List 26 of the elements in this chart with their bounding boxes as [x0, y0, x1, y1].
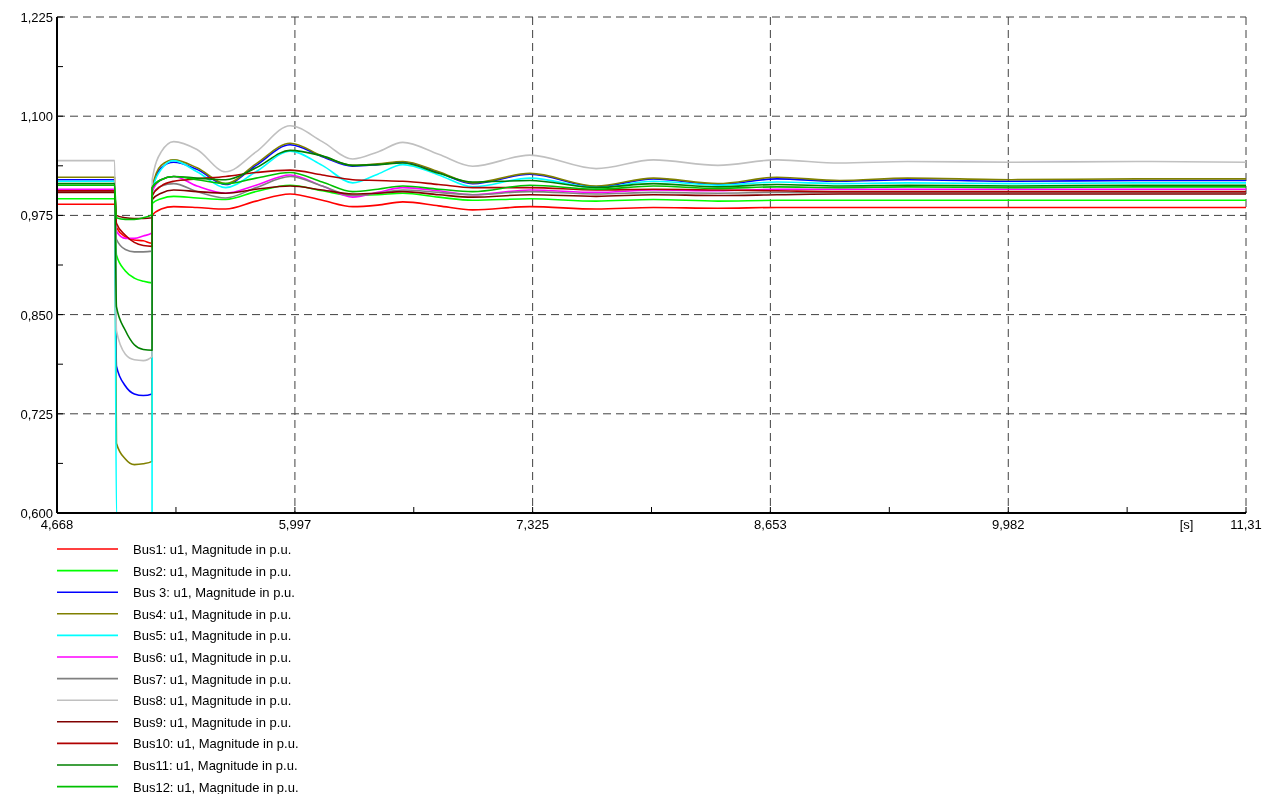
line-series [57, 185, 1246, 220]
y-tick-label: 0,725 [20, 406, 53, 422]
line-series [57, 171, 1246, 221]
legend-label: Bus11: u1, Magnitude in p.u. [133, 758, 298, 773]
x-axis-title: [s] [1179, 517, 1194, 532]
line-series [57, 193, 1246, 244]
x-tick-label: 9,982 [992, 517, 1025, 532]
x-tick-label: 11,31 [1230, 517, 1262, 532]
legend-label: Bus2: u1, Magnitude in p.u. [133, 563, 292, 579]
legend-label: Bus12: u1, Magnitude in p.u. [133, 779, 299, 794]
y-tick-label: 0,975 [20, 208, 53, 224]
x-tick-label: 8,653 [754, 517, 787, 532]
y-tick-label: 0,850 [20, 307, 53, 323]
legend-label: Bus 3: u1, Magnitude in p.u. [133, 585, 295, 601]
legend-label: Bus8: u1, Magnitude in p.u. [133, 693, 292, 709]
x-tick-label: 7,325 [516, 517, 549, 532]
legend-label: Bus5: u1, Magnitude in p.u. [133, 628, 292, 644]
legend-label: Bus9: u1, Magnitude in p.u. [133, 714, 292, 730]
y-tick-label: 1,225 [20, 10, 53, 25]
y-tick-label: 1,100 [20, 109, 53, 125]
legend-label: Bus1: u1, Magnitude in p.u. [133, 542, 292, 557]
legend-label: Bus10: u1, Magnitude in p.u. [133, 736, 299, 752]
x-tick-label: 5,997 [278, 517, 312, 532]
legend-label: Bus7: u1, Magnitude in p.u. [133, 671, 292, 687]
legend-label: Bus4: u1, Magnitude in p.u. [133, 606, 292, 622]
legend-label: Bus6: u1, Magnitude in p.u. [133, 650, 292, 665]
